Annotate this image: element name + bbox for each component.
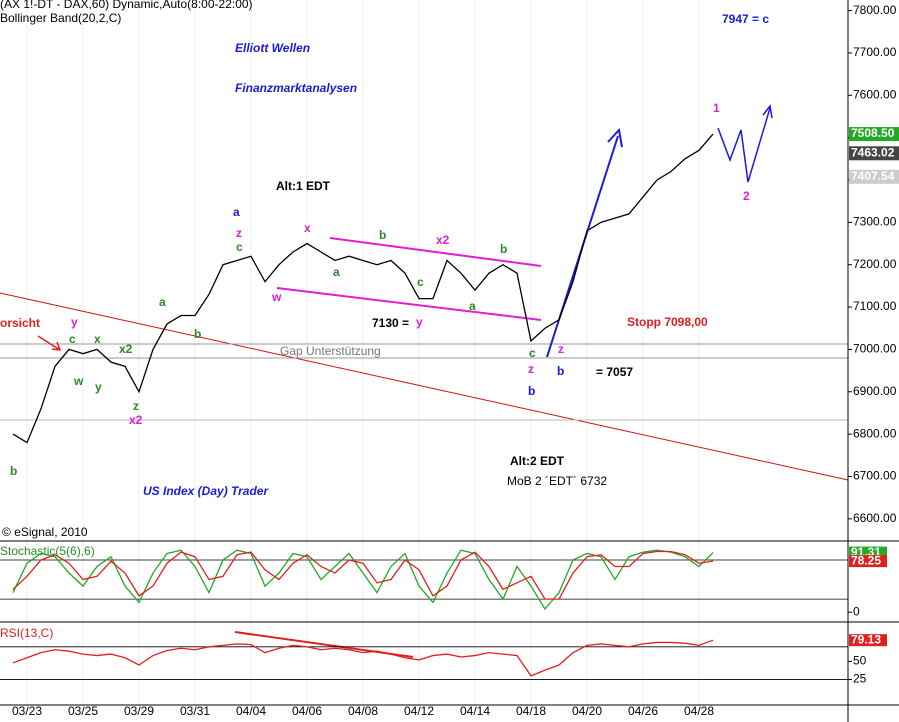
- annotation: c: [69, 332, 76, 346]
- y-tick-label: 6700.00: [853, 469, 897, 483]
- x-tick-label: 03/31: [180, 704, 210, 718]
- x-tick-label: 04/08: [348, 704, 378, 718]
- annotation: z: [236, 226, 242, 240]
- copyright: © eSignal, 2010: [2, 525, 88, 539]
- annotation: b: [528, 384, 535, 398]
- annotation: a: [469, 299, 476, 313]
- x-tick-label: 03/25: [68, 704, 98, 718]
- y-tick-label: 25: [853, 672, 867, 686]
- chart-title: (AX 1!-DT - DAX,60) Dynamic,Auto(8:00-22…: [0, 0, 253, 11]
- value-flag: [849, 555, 887, 568]
- y-tick-label: 7600.00: [853, 87, 897, 101]
- price-flag: [849, 146, 899, 161]
- y-tick-label: 7000.00: [853, 342, 897, 356]
- annotation: c: [529, 346, 536, 360]
- annotation: y: [95, 380, 102, 394]
- price-flag: [849, 169, 899, 184]
- annotation: Gap Unterstützung: [280, 344, 381, 358]
- price-flag-label: 7508.50: [851, 126, 895, 140]
- annotation: z: [528, 362, 534, 376]
- arrow-head: [607, 127, 623, 148]
- annotation: y: [416, 315, 423, 329]
- trend-line: [0, 292, 849, 481]
- x-tick-label: 03/29: [124, 704, 154, 718]
- y-tick-label: 6800.00: [853, 426, 897, 440]
- annotation: y: [71, 315, 78, 329]
- annotation: b: [194, 327, 201, 341]
- price-flag-label: 7463.02: [851, 145, 895, 159]
- y-tick-label: 50: [853, 654, 867, 668]
- panel-title: RSI(13,C): [0, 626, 53, 640]
- annotation: a: [233, 205, 240, 219]
- x-tick-label: 03/23: [12, 704, 42, 718]
- y-tick-label: 7300.00: [853, 215, 897, 229]
- annotation: Stopp 7098,00: [627, 315, 708, 329]
- panel-title: Stochastic(5(6),6): [0, 544, 95, 558]
- y-tick-label: 6600.00: [853, 511, 897, 525]
- x-tick-label: 04/26: [628, 704, 658, 718]
- value-flag-label: 78.25: [851, 553, 881, 567]
- x-tick-label: 04/04: [236, 704, 266, 718]
- projection-path: [717, 107, 771, 183]
- annotation: w: [271, 290, 282, 304]
- annotation: a: [333, 265, 340, 279]
- annotation: b: [379, 228, 386, 242]
- annotation: x: [304, 221, 311, 235]
- annotation: Alt:1 EDT: [276, 179, 331, 193]
- annotation: 7130 =: [372, 316, 409, 330]
- x-tick-label: 04/14: [460, 704, 490, 718]
- x-tick-label: 04/12: [404, 704, 434, 718]
- annotation: x: [94, 332, 101, 346]
- x-tick-label: 04/28: [684, 704, 714, 718]
- series-line: [12, 550, 714, 600]
- annotation: Elliott Wellen: [235, 41, 310, 55]
- annotation: c: [417, 275, 424, 289]
- series-line: [12, 639, 714, 677]
- annotation: 7947 = c: [722, 12, 769, 26]
- value-flag-label: 79.13: [851, 632, 881, 646]
- x-tick-label: 04/18: [516, 704, 546, 718]
- value-flag: [849, 634, 887, 647]
- annotation: x2: [119, 342, 133, 356]
- annotation: 2: [743, 189, 750, 203]
- annotation: b: [500, 242, 507, 256]
- y-tick-label: 7700.00: [853, 45, 897, 59]
- y-tick-label: 0: [853, 604, 860, 618]
- annotation: Finanzmarktanalysen: [235, 81, 357, 95]
- indicator-title: Bollinger Band(20,2,C): [0, 11, 121, 25]
- annotation: z: [558, 342, 564, 356]
- annotation: a: [159, 295, 166, 309]
- arrow-head: [762, 104, 773, 119]
- annotation: z: [133, 399, 139, 413]
- channel-line: [329, 237, 542, 267]
- annotation: MoB 2 ´EDT´ 6732: [507, 474, 607, 488]
- y-tick-label: 6900.00: [853, 384, 897, 398]
- y-tick-label: 7200.00: [853, 257, 897, 271]
- annotation: b: [557, 364, 564, 378]
- annotation: b: [10, 464, 17, 478]
- annotation: orsicht: [0, 316, 40, 330]
- price-flag: [849, 127, 899, 142]
- channel-line: [276, 287, 542, 321]
- annotation: w: [73, 374, 84, 388]
- price-flag-label: 7407.54: [851, 169, 895, 183]
- annotation: x2: [129, 413, 143, 427]
- y-tick-label: 7800.00: [853, 3, 897, 17]
- annotation: = 7057: [596, 365, 633, 379]
- annotation: x2: [436, 233, 450, 247]
- red-arrow: [37, 335, 62, 351]
- annotation: 1: [713, 101, 720, 115]
- annotation: Alt:2 EDT: [510, 454, 565, 468]
- series-line: [12, 133, 714, 444]
- x-tick-label: 04/20: [572, 704, 602, 718]
- annotation: c: [236, 240, 243, 254]
- x-tick-label: 04/06: [292, 704, 322, 718]
- y-tick-label: 7100.00: [853, 299, 897, 313]
- annotation: US Index (Day) Trader: [143, 484, 269, 498]
